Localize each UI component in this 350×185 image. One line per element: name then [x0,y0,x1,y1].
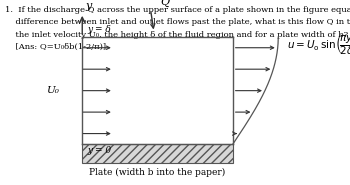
Text: U₀: U₀ [46,86,59,95]
Text: y = δ: y = δ [88,25,111,34]
Text: y = 0: y = 0 [88,146,112,155]
Text: the inlet velocity U₀, the height δ of the fluid region and for a plate width of: the inlet velocity U₀, the height δ of t… [5,31,348,39]
Text: Q: Q [160,0,169,7]
Text: Plate (width b into the paper): Plate (width b into the paper) [89,167,226,176]
Text: $u = U_{\rm o}\,\sin\!\left(\!\dfrac{\pi y}{2\delta}\!\right)$: $u = U_{\rm o}\,\sin\!\left(\!\dfrac{\pi… [287,31,350,58]
Text: y: y [85,1,91,11]
Text: difference between inlet and outlet flows past the plate, what is this flow Q in: difference between inlet and outlet flow… [5,18,350,26]
Bar [82,144,233,163]
Text: 1.  If the discharge Q across the upper surface of a plate shown in the figure e: 1. If the discharge Q across the upper s… [5,6,350,14]
Text: [Ans: Q=U₀δb(1-2/π)]: [Ans: Q=U₀δb(1-2/π)] [5,43,106,51]
